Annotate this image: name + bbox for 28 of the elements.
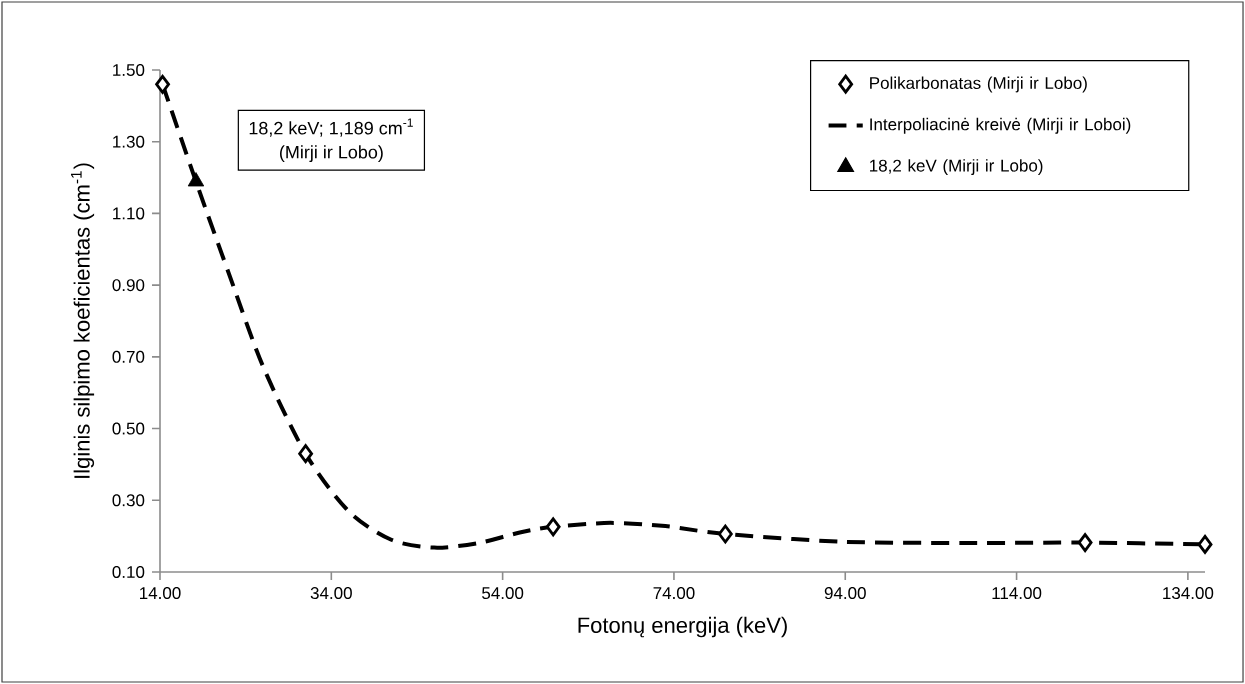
x-tick-label: 134.00 <box>1163 587 1214 600</box>
y-tick-label: 0.30 <box>112 494 145 507</box>
y-tick-label: 0.90 <box>112 279 145 292</box>
y-tick-label: 1.10 <box>113 207 145 220</box>
y-tick-label: 0.70 <box>112 350 145 363</box>
x-tick-label: 74.00 <box>653 587 695 600</box>
point <box>187 172 205 187</box>
y-tick-label: 1.50 <box>113 63 145 76</box>
x-tick-label: 94.00 <box>824 587 866 600</box>
y-tick-label: 1.30 <box>113 135 145 148</box>
point <box>717 524 733 544</box>
x-tick-label: 54.00 <box>482 587 524 600</box>
annotation: 18,2 keV; 1,189 cm$^{-1}$ <box>249 118 413 137</box>
point <box>1077 533 1093 552</box>
point <box>545 517 561 537</box>
y-tick-label: 0.50 <box>112 422 145 435</box>
y-tick-label: 0.10 <box>112 565 145 579</box>
x-tick-label: 114.00 <box>992 587 1042 600</box>
x-axis-title: Fotonų energija (keV) <box>578 616 787 638</box>
annotation: (Mirji ir Lobo) <box>280 145 383 163</box>
legend-label: 18,2 keV (Mirji ir Lobo) <box>870 159 1043 176</box>
legend-label: Interpoliacinė kreivė (Mirji ir Loboi) <box>870 117 1131 134</box>
x-tick-label: 34.00 <box>310 587 352 600</box>
y-axis-title: Ilginis silpimo koeficientas (cm$^{-1}$) <box>71 163 95 478</box>
point <box>298 444 314 464</box>
x-tick-label: 14.00 <box>140 587 181 600</box>
point <box>155 74 170 94</box>
legend-label: Polikarbonatas (Mirji ir Lobo) <box>870 76 1087 93</box>
